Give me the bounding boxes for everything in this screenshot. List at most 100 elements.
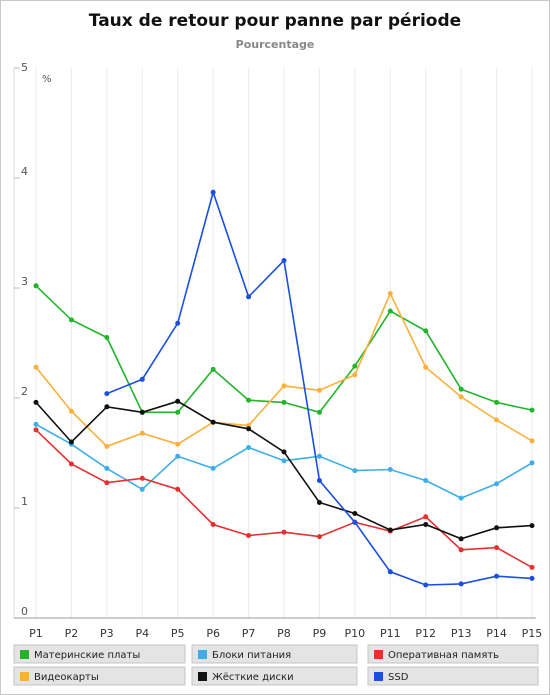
data-point — [104, 465, 110, 471]
legend-label: SSD — [388, 672, 409, 683]
data-point — [281, 458, 287, 464]
data-point — [139, 409, 145, 415]
data-point — [352, 363, 358, 369]
legend-item[interactable] — [13, 666, 186, 686]
y-tick-label: 3 — [21, 275, 28, 288]
data-point — [352, 519, 358, 525]
data-point — [494, 525, 500, 531]
data-point — [210, 465, 216, 471]
legend-swatch — [20, 650, 29, 659]
legend-item[interactable] — [191, 666, 358, 686]
data-point — [246, 445, 252, 450]
data-point — [175, 409, 181, 415]
x-tick-label: P11 — [380, 627, 401, 640]
data-point — [387, 527, 393, 533]
data-point — [139, 475, 145, 481]
data-point — [33, 427, 39, 433]
data-point — [281, 529, 287, 535]
data-point — [139, 376, 145, 382]
data-point — [316, 500, 322, 505]
legend-label: Блоки питания — [212, 650, 291, 661]
x-tick-label: P2 — [65, 627, 79, 640]
data-point — [387, 291, 393, 296]
data-point — [458, 581, 464, 587]
data-point — [423, 478, 429, 483]
data-point — [494, 399, 500, 405]
data-point — [104, 335, 110, 340]
data-point — [529, 564, 535, 570]
data-point — [352, 511, 358, 516]
data-point — [423, 328, 429, 334]
legend-label: Оперативная память — [388, 650, 499, 661]
data-point — [529, 407, 535, 413]
x-tick-label: P6 — [206, 627, 220, 640]
data-point — [246, 294, 252, 300]
data-point — [423, 514, 429, 520]
y-tick-label: 0 — [21, 605, 28, 618]
data-point — [33, 421, 39, 427]
x-tick-label: P12 — [415, 627, 436, 640]
data-point — [316, 453, 322, 459]
legend-swatch — [374, 650, 383, 659]
data-point — [246, 533, 252, 538]
data-point — [529, 523, 535, 529]
data-point — [281, 399, 287, 405]
data-point — [175, 320, 181, 326]
data-point — [68, 461, 74, 467]
x-tick-label: P13 — [451, 627, 472, 640]
chart-title: Taux de retour pour panne par période — [89, 11, 461, 31]
y-tick-label: 5 — [21, 61, 28, 74]
legend-swatch — [198, 650, 207, 659]
data-point — [529, 438, 535, 444]
data-point — [316, 409, 322, 415]
x-tick-label: P3 — [100, 627, 114, 640]
data-point — [458, 536, 464, 542]
data-point — [246, 426, 252, 432]
x-tick-label: P15 — [522, 627, 543, 640]
data-point — [387, 308, 393, 314]
legend-item[interactable] — [367, 644, 539, 664]
data-point — [423, 582, 429, 588]
legend-label: Жёсткие диски — [212, 672, 294, 683]
data-point — [423, 364, 429, 370]
data-point — [210, 419, 216, 425]
y-tick-label: 4 — [21, 165, 28, 178]
data-point — [423, 522, 429, 527]
data-point — [458, 547, 464, 553]
data-point — [139, 430, 145, 436]
legend-swatch — [374, 672, 383, 681]
data-point — [316, 387, 322, 393]
data-point — [33, 283, 39, 289]
data-point — [68, 317, 74, 323]
data-point — [175, 453, 181, 459]
data-point — [139, 486, 145, 492]
legend-label: Материнские платы — [34, 650, 140, 661]
x-tick-label: P1 — [29, 627, 43, 640]
data-point — [281, 258, 287, 263]
x-tick-label: P9 — [313, 627, 327, 640]
legend-item[interactable] — [191, 644, 358, 664]
data-point — [175, 398, 181, 404]
data-point — [494, 417, 500, 423]
x-tick-label: P8 — [277, 627, 291, 640]
data-point — [33, 399, 39, 405]
x-tick-label: P14 — [486, 627, 507, 640]
data-point — [281, 383, 287, 389]
data-point — [68, 408, 74, 414]
data-point — [316, 534, 322, 540]
legend-swatch — [20, 672, 29, 681]
data-point — [210, 522, 216, 527]
data-point — [316, 478, 322, 483]
data-point — [210, 366, 216, 372]
y-tick-label: 2 — [21, 385, 28, 398]
x-tick-label: P7 — [242, 627, 256, 640]
data-point — [104, 480, 110, 486]
data-point — [352, 468, 358, 474]
legend-item[interactable] — [367, 666, 539, 686]
legend-item[interactable] — [13, 644, 186, 664]
legend-swatch — [198, 672, 207, 681]
data-point — [387, 467, 393, 472]
data-point — [458, 394, 464, 400]
